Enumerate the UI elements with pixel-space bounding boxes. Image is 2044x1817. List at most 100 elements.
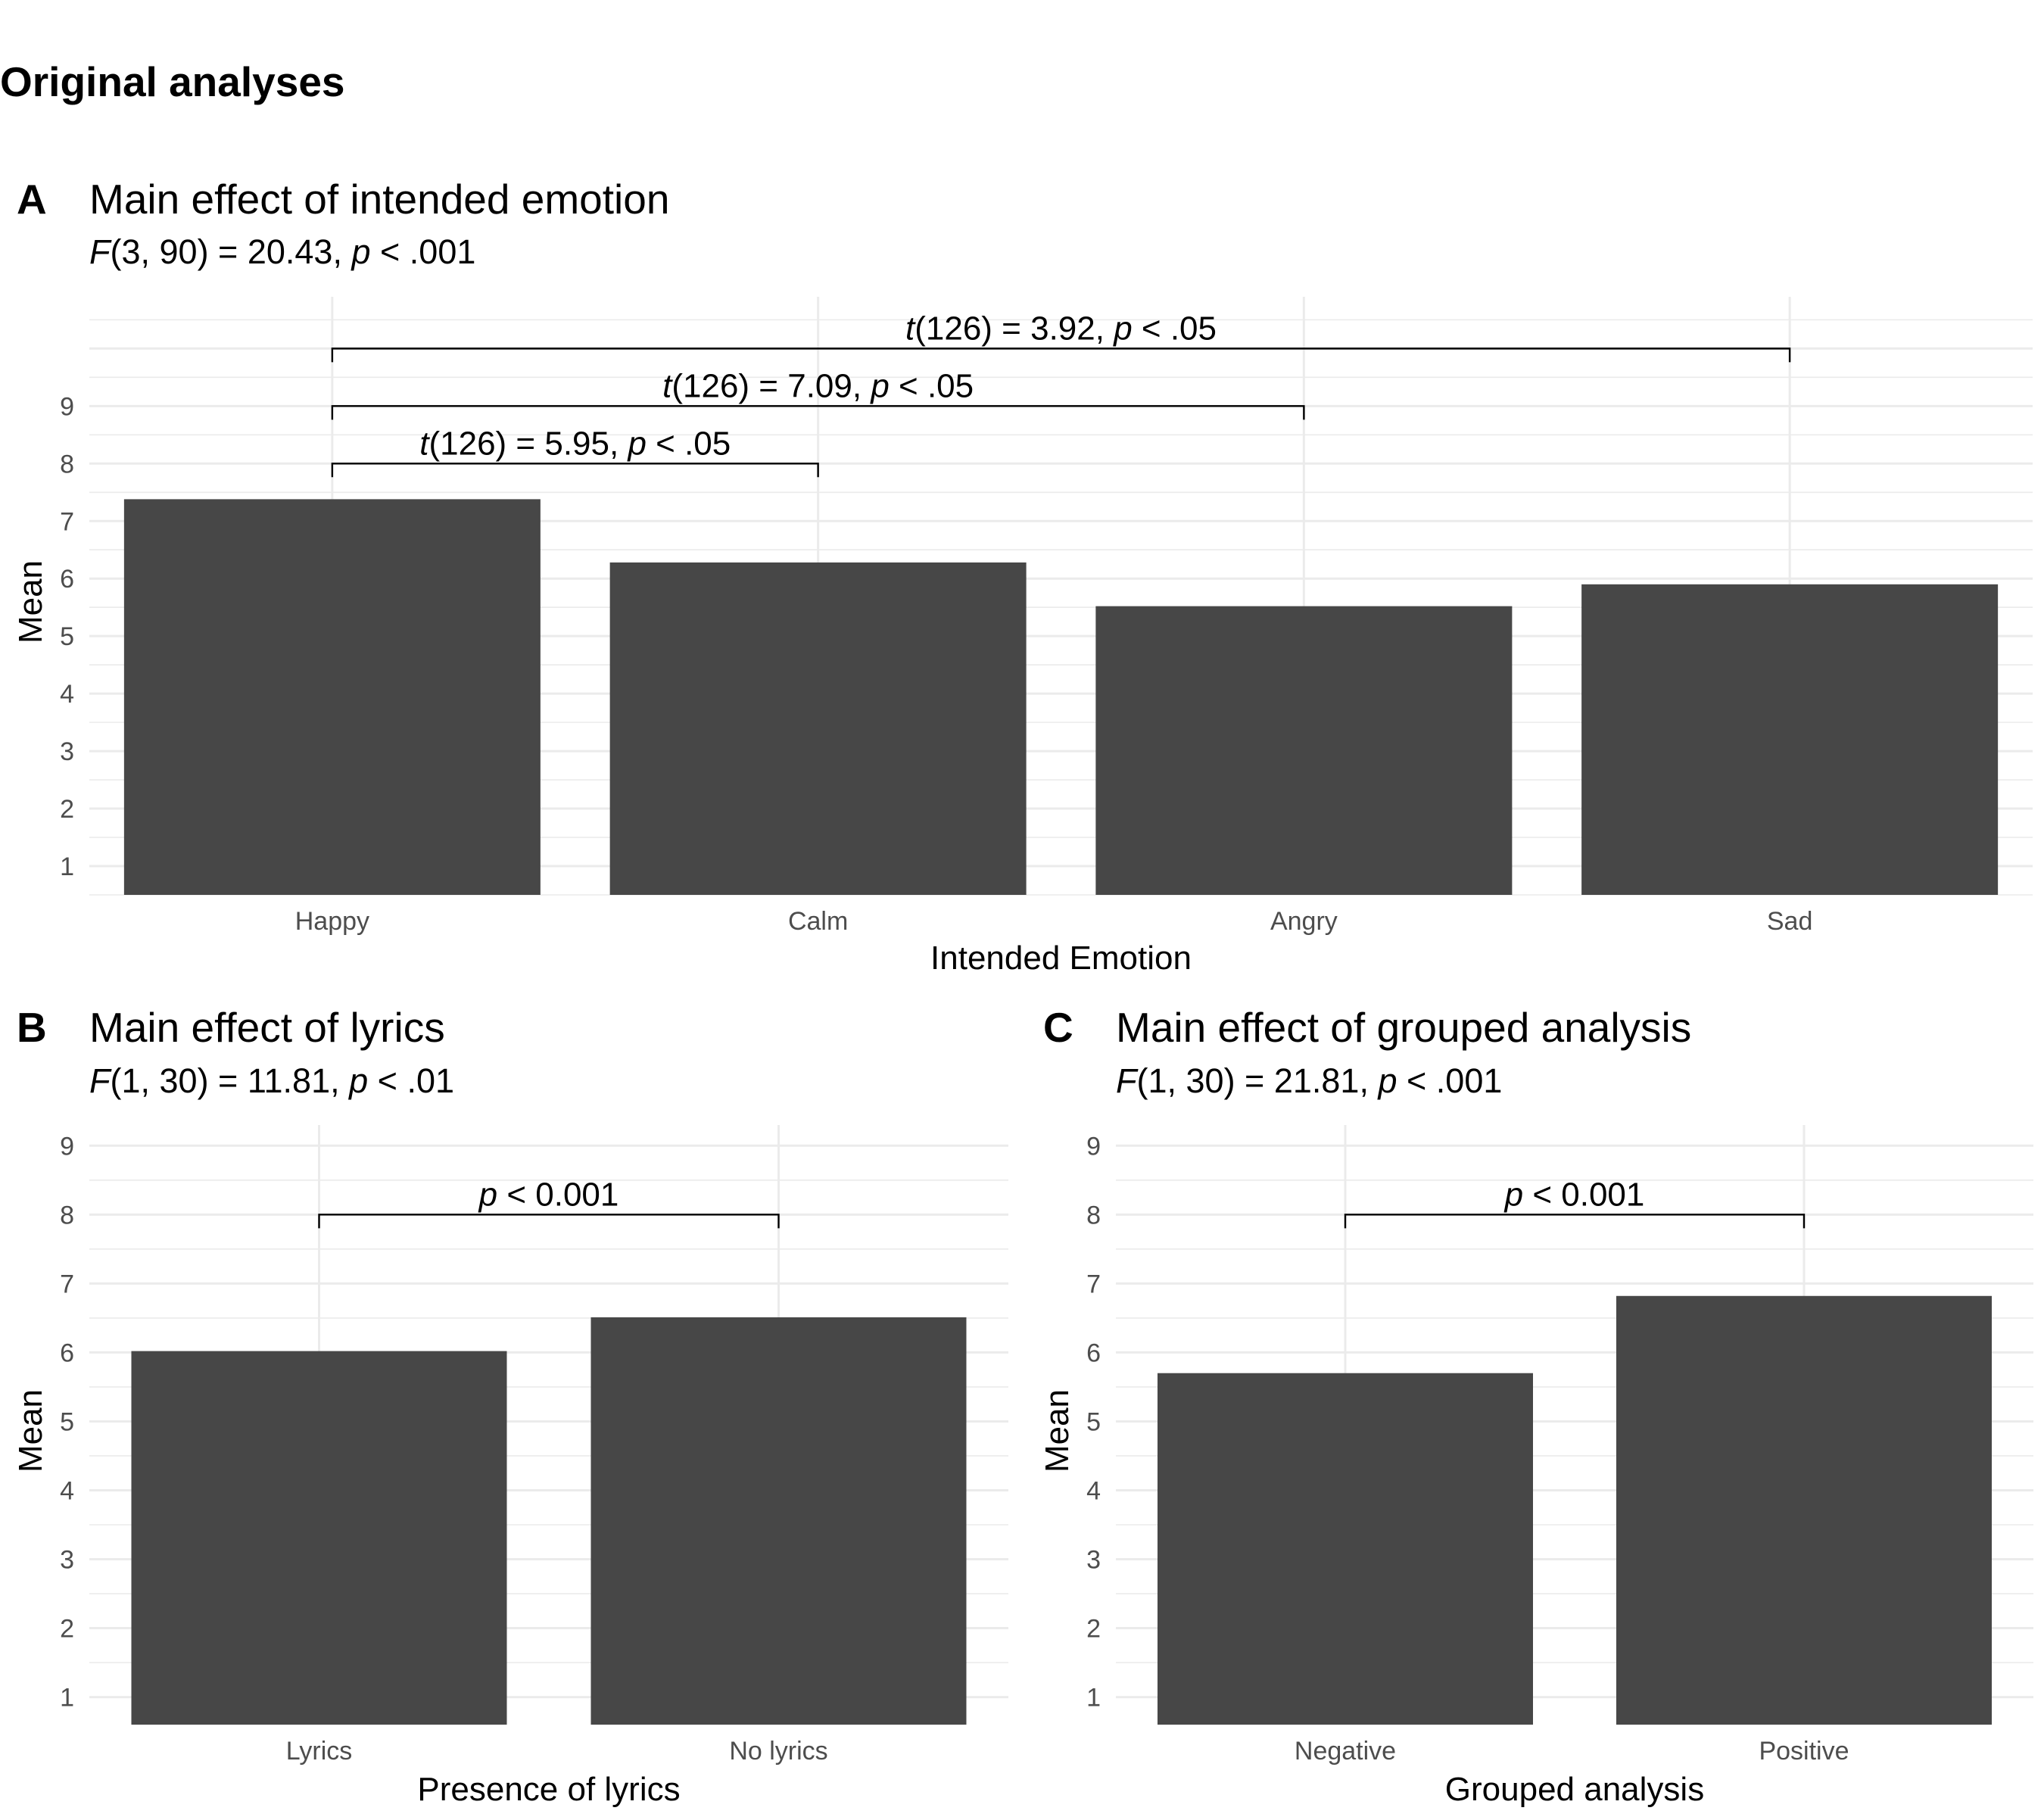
y-axis-title: Mean <box>12 560 49 644</box>
y-tick-label: 5 <box>1086 1407 1101 1436</box>
bars <box>1158 1295 1992 1725</box>
bar-sad <box>1581 584 1999 895</box>
panel-subtitle-part: (1, 30) = 11.81, <box>111 1061 350 1100</box>
y-tick-label: 4 <box>60 1476 74 1505</box>
significance-label-part: p <box>869 367 889 404</box>
significance-label-part: < .05 <box>890 367 974 404</box>
y-tick-label: 5 <box>60 622 74 651</box>
significance-label-part: p <box>478 1176 497 1213</box>
x-axis-title: Grouped analysis <box>1445 1771 1704 1808</box>
y-axis: 1 2 3 4 5 6 7 8 9 Mean <box>12 392 74 881</box>
panel-subtitle-part: p <box>1376 1061 1397 1100</box>
comparisons: p < 0.001 <box>318 1176 780 1229</box>
bar-happy <box>123 499 541 895</box>
panel-title: Main effect of grouped analysis <box>1116 1004 1691 1051</box>
bars <box>123 499 1999 895</box>
significance-bracket <box>331 463 819 478</box>
y-tick-label: 7 <box>1086 1270 1101 1298</box>
x-tick-label: Lyrics <box>286 1737 353 1766</box>
y-tick-label: 3 <box>60 737 74 766</box>
bars <box>131 1317 967 1725</box>
y-tick-label: 2 <box>60 795 74 824</box>
y-tick-label: 9 <box>60 1132 74 1161</box>
significance-bracket <box>331 405 1305 420</box>
y-tick-label: 3 <box>60 1546 74 1575</box>
x-tick-label: Negative <box>1295 1737 1396 1766</box>
y-tick-label: 5 <box>60 1407 74 1436</box>
significance-label: t(126) = 7.09, p < .05 <box>662 367 974 404</box>
bar-no-lyrics <box>590 1317 967 1725</box>
y-tick-label: 9 <box>1086 1132 1101 1161</box>
y-tick-label: 4 <box>60 680 74 709</box>
panel-subtitle-part: < .01 <box>368 1061 454 1100</box>
panel-b: B Main effect of lyrics F(1, 30) = 11.81, … <box>12 1004 1008 1808</box>
significance-label-part: < 0.001 <box>1523 1176 1644 1213</box>
y-tick-label: 1 <box>60 852 74 881</box>
panel-c: C Main effect of grouped analysis F(1, 30)… <box>1039 1004 2033 1808</box>
panel-subtitle: F(3, 90) = 20.43, p < .001 <box>89 232 475 271</box>
y-tick-label: 8 <box>60 1201 74 1230</box>
x-axis-title: Presence of lyrics <box>417 1771 680 1808</box>
x-tick-label: Positive <box>1759 1737 1849 1766</box>
x-axis: Lyrics No lyrics Presence of lyrics <box>286 1737 828 1808</box>
y-tick-label: 8 <box>1086 1201 1101 1230</box>
significance-label-part: < 0.001 <box>497 1176 618 1213</box>
comparisons: t(126) = 5.95, p < .05t(126) = 7.09, p <… <box>331 310 1791 478</box>
significance-label-part: < .05 <box>647 425 731 462</box>
y-tick-label: 2 <box>60 1615 74 1644</box>
significance-bracket <box>318 1214 780 1229</box>
x-tick-label: No lyrics <box>729 1737 827 1766</box>
y-tick-label: 4 <box>1086 1476 1101 1505</box>
significance-label-part: < .05 <box>1133 310 1217 347</box>
panel-letter: C <box>1043 1004 1073 1051</box>
bar-negative <box>1158 1373 1533 1725</box>
y-tick-label: 3 <box>1086 1546 1101 1575</box>
y-tick-label: 8 <box>60 450 74 478</box>
panel-subtitle: F(1, 30) = 11.81, p < .01 <box>89 1061 454 1100</box>
bar-lyrics <box>131 1351 507 1725</box>
panel-subtitle-part: < .001 <box>371 232 476 271</box>
x-tick-label: Sad <box>1767 907 1813 936</box>
y-axis: 1 2 3 4 5 6 7 8 9 Mean <box>1039 1132 1101 1712</box>
panel-letter: A <box>17 176 47 223</box>
y-tick-label: 7 <box>60 507 74 536</box>
bar-calm <box>609 562 1027 895</box>
panel-subtitle-part: F <box>89 232 112 271</box>
significance-label: t(126) = 3.92, p < .05 <box>905 310 1217 347</box>
x-tick-label: Calm <box>788 907 848 936</box>
significance-label-part: t <box>905 310 916 347</box>
panel-subtitle-part: p <box>350 232 370 271</box>
y-tick-label: 6 <box>60 1339 74 1367</box>
y-tick-label: 6 <box>1086 1339 1101 1367</box>
panel-subtitle-part: p <box>347 1061 368 1100</box>
y-tick-label: 1 <box>1086 1684 1101 1713</box>
significance-bracket <box>331 348 1791 363</box>
significance-label-part: (126) = 3.92, <box>915 310 1114 347</box>
y-axis-title: Mean <box>12 1389 49 1473</box>
y-tick-label: 6 <box>60 565 74 594</box>
x-axis: Happy Calm Angry Sad Intended Emotion <box>295 907 1813 977</box>
x-axis: Negative Positive Grouped analysis <box>1295 1737 1849 1808</box>
y-axis-title: Mean <box>1039 1389 1076 1473</box>
x-axis-title: Intended Emotion <box>930 940 1192 977</box>
significance-label-part: (126) = 7.09, <box>671 367 871 404</box>
panel-subtitle: F(1, 30) = 21.81, p < .001 <box>1116 1061 1502 1100</box>
panel-title: Main effect of intended emotion <box>89 176 669 223</box>
panel-subtitle-part: < .001 <box>1397 1061 1503 1100</box>
panel-subtitle-part: (1, 30) = 21.81, <box>1137 1061 1379 1100</box>
panel-subtitle-part: F <box>89 1061 112 1100</box>
y-tick-label: 9 <box>60 392 74 421</box>
x-tick-label: Happy <box>295 907 369 936</box>
panel-subtitle-part: (3, 90) = 20.43, <box>111 232 352 271</box>
significance-label-part: p <box>1112 310 1132 347</box>
x-tick-label: Angry <box>1270 907 1338 936</box>
significance-bracket <box>1344 1214 1806 1229</box>
significance-label: t(126) = 5.95, p < .05 <box>419 425 731 462</box>
significance-label-part: p <box>1503 1176 1523 1213</box>
significance-label-part: t <box>662 367 673 404</box>
significance-label-part: t <box>419 425 430 462</box>
panel-title: Main effect of lyrics <box>89 1004 445 1051</box>
panel-letter: B <box>17 1004 47 1051</box>
page-title: Original analyses <box>0 58 345 105</box>
